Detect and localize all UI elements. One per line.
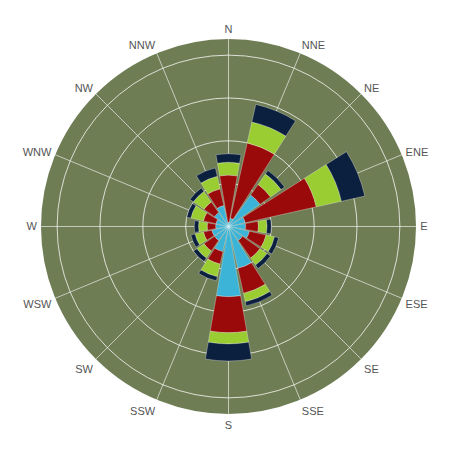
svg-text:E: E — [420, 220, 427, 232]
svg-text:SSW: SSW — [130, 405, 156, 417]
svg-text:ENE: ENE — [406, 146, 429, 158]
svg-text:NE: NE — [364, 82, 379, 94]
svg-text:SE: SE — [364, 363, 379, 375]
svg-text:S: S — [225, 419, 232, 431]
svg-text:WNW: WNW — [23, 146, 52, 158]
svg-text:NNW: NNW — [129, 39, 156, 51]
svg-text:SSE: SSE — [302, 405, 324, 417]
svg-text:NNE: NNE — [302, 39, 325, 51]
svg-text:WSW: WSW — [23, 298, 52, 310]
svg-text:NW: NW — [75, 82, 94, 94]
svg-text:W: W — [26, 220, 37, 232]
svg-text:ESE: ESE — [406, 298, 428, 310]
svg-text:N: N — [225, 23, 233, 35]
svg-text:SW: SW — [75, 363, 93, 375]
